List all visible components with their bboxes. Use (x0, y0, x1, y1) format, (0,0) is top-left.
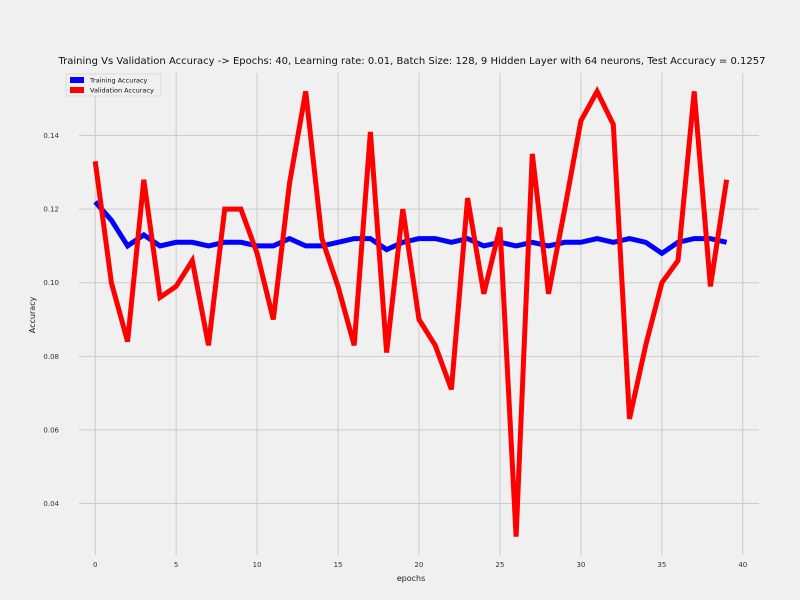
y-tick-label: 0.04 (43, 500, 59, 508)
y-tick-label: 0.14 (43, 132, 59, 140)
legend-label-validation: Validation Accuracy (90, 87, 154, 95)
y-tick-label: 0.06 (43, 426, 59, 434)
y-tick-label: 0.10 (43, 279, 59, 287)
legend-swatch-training (70, 77, 84, 83)
x-tick-label: 30 (576, 561, 585, 569)
x-tick-label: 25 (495, 561, 504, 569)
x-tick-label: 35 (657, 561, 666, 569)
legend-label-training: Training Accuracy (89, 77, 148, 85)
series-line-validation-accuracy (92, 85, 730, 537)
y-tick-label: 0.08 (43, 353, 59, 361)
legend: Training Accuracy Validation Accuracy (65, 73, 162, 97)
series-lines (92, 85, 730, 537)
y-tick-label: 0.12 (43, 206, 59, 214)
chart-title: Training Vs Validation Accuracy -> Epoch… (58, 56, 766, 67)
x-tick-label: 0 (93, 561, 97, 569)
x-tick-label: 10 (253, 561, 262, 569)
x-tick-label: 15 (334, 561, 343, 569)
x-tick-label: 40 (738, 561, 747, 569)
x-tick-label: 20 (415, 561, 424, 569)
tick-labels: 0 5 10 15 20 25 30 35 40 0.04 0.06 0.08 0.10 0.12 0.14 (43, 132, 747, 569)
legend-box (65, 73, 162, 97)
x-axis-label: epochs (397, 574, 426, 583)
y-axis-label: Accuracy (28, 296, 37, 333)
x-tick-label: 5 (174, 561, 178, 569)
legend-swatch-validation (70, 87, 84, 93)
